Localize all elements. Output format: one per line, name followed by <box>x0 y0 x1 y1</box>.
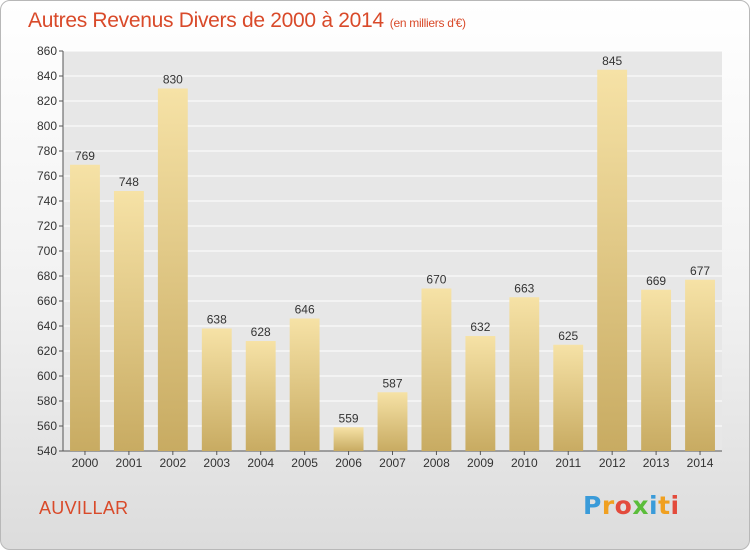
x-tick-label: 2002 <box>159 456 186 470</box>
y-tick-label: 600 <box>37 369 57 383</box>
x-tick-label: 2008 <box>423 456 450 470</box>
y-tick-label: 560 <box>37 419 57 433</box>
bar-value-label: 628 <box>251 325 271 339</box>
y-tick-label: 740 <box>37 194 57 208</box>
y-tick-label: 660 <box>37 294 57 308</box>
y-tick-label: 540 <box>37 444 57 458</box>
bar <box>597 69 628 451</box>
bar-value-label: 587 <box>382 376 402 390</box>
y-tick-label: 640 <box>37 319 57 333</box>
y-tick-label: 680 <box>37 269 57 283</box>
x-tick-label: 2010 <box>511 456 538 470</box>
x-tick-label: 2003 <box>203 456 230 470</box>
x-tick-label: 2013 <box>643 456 670 470</box>
x-tick-label: 2014 <box>687 456 714 470</box>
x-tick-label: 2009 <box>467 456 494 470</box>
bar <box>70 164 100 451</box>
y-tick-label: 800 <box>37 119 57 133</box>
bar-value-label: 646 <box>295 303 315 317</box>
y-tick-label: 780 <box>37 144 57 158</box>
y-tick-label: 620 <box>37 344 57 358</box>
x-tick-label: 2004 <box>247 456 274 470</box>
chart-title-text: Autres Revenus Divers de 2000 à 2014 <box>28 9 384 32</box>
bar-value-label: 625 <box>558 329 578 343</box>
logo-letter: i <box>649 491 659 520</box>
bar <box>553 344 584 451</box>
bar <box>333 427 364 451</box>
logo-letter: r <box>601 491 615 520</box>
plot-area: 540 560 580 600 620 640 660 680 700 720 740 760 780 8… <box>37 44 722 470</box>
bar-value-label: 559 <box>339 411 359 425</box>
bar <box>641 289 672 451</box>
bar <box>201 328 232 451</box>
logo-letter: t <box>658 491 671 520</box>
bar-value-label: 769 <box>75 149 95 163</box>
bar-value-label: 748 <box>119 175 139 189</box>
x-tick-label: 2000 <box>72 456 99 470</box>
y-tick-label: 840 <box>37 69 57 83</box>
bar-value-label: 670 <box>426 273 446 287</box>
x-tick-label: 2006 <box>335 456 362 470</box>
bar-value-label: 669 <box>646 274 666 288</box>
y-tick-label: 820 <box>37 94 57 108</box>
logo-letter: x <box>632 491 649 520</box>
bar <box>113 191 144 451</box>
x-tick-label: 2012 <box>599 456 626 470</box>
x-tick-label: 2001 <box>116 456 143 470</box>
bar-value-label: 677 <box>690 264 710 278</box>
bar <box>157 88 188 451</box>
bar-value-label: 638 <box>207 313 227 327</box>
y-tick-label: 700 <box>37 244 57 258</box>
logo-letter: P <box>583 491 602 520</box>
chart-title: Autres Revenus Divers de 2000 à 2014 (en … <box>28 9 466 33</box>
x-tick-label: 2007 <box>379 456 406 470</box>
y-tick-label: 720 <box>37 219 57 233</box>
logo-letter: i <box>670 491 680 520</box>
bar <box>685 279 715 451</box>
y-tick-label: 580 <box>37 394 57 408</box>
bar <box>377 392 408 451</box>
bar <box>245 341 276 451</box>
bar-value-label: 632 <box>470 320 490 334</box>
x-tick-label: 2011 <box>555 456 581 470</box>
bar <box>421 288 452 451</box>
bar <box>509 297 540 451</box>
proxiti-logo: Proxiti <box>583 491 680 520</box>
chart-title-unit: (en milliers d'€) <box>389 16 466 30</box>
x-tick-label: 2005 <box>291 456 318 470</box>
y-tick-label: 760 <box>37 169 57 183</box>
y-tick-label: 860 <box>37 44 57 58</box>
logo-letter: o <box>614 491 633 520</box>
bar <box>465 336 496 451</box>
bar-value-label: 845 <box>602 54 622 68</box>
bar <box>289 318 320 451</box>
bar-value-label: 830 <box>163 73 183 87</box>
bar-value-label: 663 <box>514 281 534 295</box>
place-name: AUVILLAR <box>39 498 129 518</box>
